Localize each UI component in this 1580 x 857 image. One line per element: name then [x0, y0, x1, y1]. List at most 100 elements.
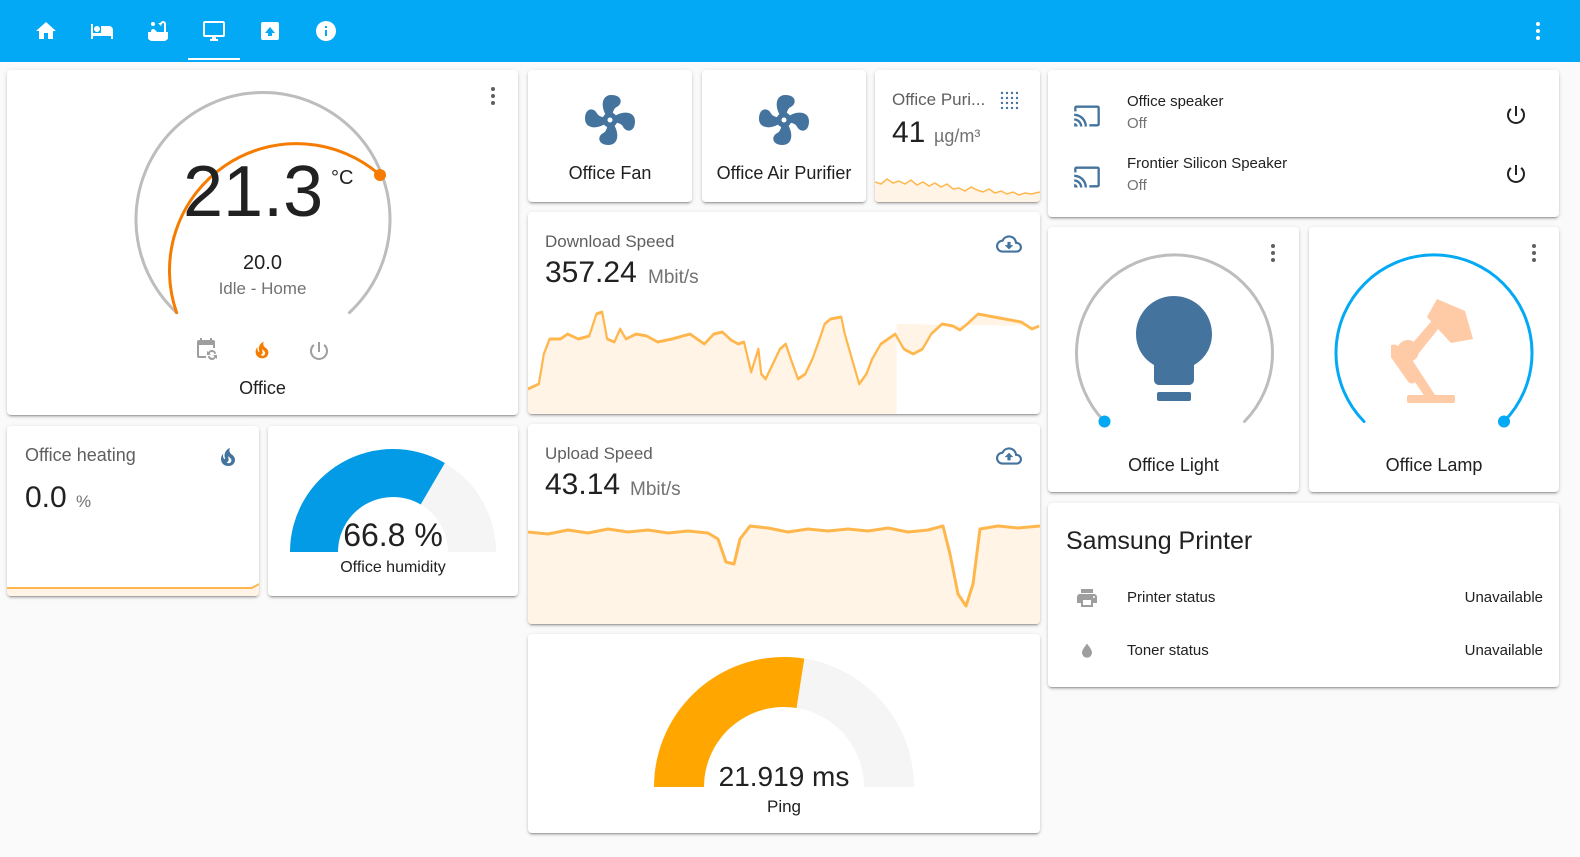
power-icon[interactable] [1504, 103, 1528, 127]
power-icon[interactable] [307, 339, 331, 363]
power-icon[interactable] [1504, 162, 1528, 186]
dots-vertical-icon [1532, 244, 1536, 262]
humidity-value: 66.8 % [343, 517, 443, 553]
download-value: 357.24 [545, 256, 637, 289]
overflow-menu-button[interactable] [1526, 19, 1550, 43]
fan-icon [759, 95, 809, 145]
heating-name: Office heating [25, 445, 136, 465]
dots-vertical-icon [1536, 22, 1540, 40]
cast-icon [1074, 105, 1100, 127]
fire-icon[interactable] [251, 339, 273, 361]
thermostat-menu-button[interactable] [481, 84, 505, 108]
printer-card-title: Samsung Printer [1066, 527, 1253, 555]
lamp-menu-button[interactable] [1522, 241, 1546, 265]
entity-label: Printer status [1127, 589, 1216, 606]
tab-home[interactable] [20, 0, 72, 62]
thermostat-card[interactable]: 21.3 °C 20.0 Idle - Home Office [7, 70, 518, 415]
pm25-history-graph [875, 178, 1040, 202]
entity-value: Unavailable [1464, 589, 1543, 606]
heating-value: 0.0 [25, 481, 67, 514]
info-icon [316, 21, 336, 41]
cast-icon [1074, 166, 1100, 188]
fan-name: Office Fan [568, 163, 652, 183]
purifier-button-card[interactable]: Office Air Purifier [702, 70, 866, 202]
thermostat-status: Idle - Home [218, 279, 307, 298]
dots-vertical-icon [1271, 244, 1275, 262]
dots-grid-icon [1000, 91, 1019, 110]
media-players-card: Office speaker Off Frontier Silicon Spea… [1048, 70, 1559, 217]
bathtub-icon [148, 21, 168, 41]
media-state: Off [1127, 115, 1147, 132]
ping-value: 21.919 ms [718, 761, 850, 792]
heating-sensor-card[interactable]: Office heating 0.0 % [7, 426, 259, 596]
media-state: Off [1127, 177, 1147, 194]
pm25-unit: µg/m³ [934, 126, 981, 146]
thermostat-active-arc [168, 142, 382, 315]
purifier-name: Office Air Purifier [716, 163, 852, 183]
target-temperature: 20.0 [243, 252, 282, 274]
upload-value: 43.14 [545, 468, 621, 501]
thermostat-dial[interactable] [7, 70, 518, 415]
download-history-graph [528, 310, 1040, 414]
heating-unit: % [76, 492, 92, 511]
entity-value: Unavailable [1464, 642, 1543, 659]
lightbulb-icon [1136, 296, 1212, 401]
pm25-name: Office Puri... [892, 90, 986, 109]
thermostat-track [134, 91, 392, 315]
top-app-bar [0, 0, 1580, 62]
temperature-unit: °C [331, 167, 354, 189]
pm25-value: 41 [892, 116, 926, 149]
media-name: Office speaker [1127, 93, 1224, 110]
humidity-gauge [290, 449, 496, 552]
image-icon [261, 22, 279, 40]
light-slider-handle[interactable] [1098, 415, 1111, 428]
humidity-name: Office humidity [340, 559, 446, 576]
upload-history-graph [528, 524, 1040, 624]
entity-label: Toner status [1127, 642, 1209, 659]
tab-bathroom[interactable] [132, 0, 184, 62]
calendar-sync-icon[interactable] [194, 337, 218, 361]
monitor-icon [203, 21, 225, 41]
lamp-card[interactable]: Office Lamp [1309, 227, 1559, 492]
lamp-brightness-dial[interactable] [1309, 227, 1559, 492]
media-name: Frontier Silicon Speaker [1127, 155, 1288, 172]
humidity-gauge-card[interactable]: 66.8 % Office humidity [268, 426, 518, 596]
light-name: Office Light [1128, 455, 1219, 475]
tab-bedroom[interactable] [76, 0, 128, 62]
desk-lamp-icon [1391, 299, 1473, 403]
lamp-name: Office Lamp [1385, 455, 1483, 475]
thermostat-slider-handle[interactable] [374, 169, 386, 181]
current-temperature: 21.3 [183, 152, 324, 232]
upload-unit: Mbit/s [630, 479, 681, 500]
ping-gauge-fill [654, 657, 805, 787]
lamp-slider-handle[interactable] [1498, 415, 1510, 428]
fan-button-card[interactable]: Office Fan [528, 70, 692, 202]
humidity-gauge-fill [290, 449, 445, 552]
ping-gauge [654, 657, 914, 787]
pm25-sensor-card[interactable]: Office Puri... 41 µg/m³ [875, 70, 1040, 202]
printer-icon [1077, 589, 1097, 607]
tab-image[interactable] [244, 0, 296, 62]
fire-icon [220, 448, 235, 466]
light-menu-button[interactable] [1261, 241, 1285, 265]
thermostat-name: Office [239, 378, 286, 398]
heating-history-graph [7, 583, 259, 596]
light-card[interactable]: Office Light [1048, 227, 1299, 492]
ping-name: Ping [766, 797, 802, 816]
cloud-upload-icon [996, 447, 1022, 465]
bed-icon [91, 24, 113, 39]
dots-vertical-icon [491, 87, 495, 105]
water-icon [1082, 643, 1092, 658]
download-speed-card[interactable]: Download Speed 357.24 Mbit/s [528, 212, 1040, 414]
tab-office[interactable] [188, 0, 240, 62]
ping-gauge-card[interactable]: 21.919 ms Ping [528, 634, 1040, 833]
light-brightness-dial[interactable] [1048, 227, 1299, 492]
cloud-download-icon [996, 235, 1022, 253]
upload-speed-card[interactable]: Upload Speed 43.14 Mbit/s [528, 424, 1040, 624]
home-icon [36, 22, 56, 39]
download-unit: Mbit/s [648, 267, 699, 288]
printer-entities-card: Samsung Printer Printer status Unavailab… [1048, 503, 1559, 687]
upload-name: Upload Speed [545, 444, 653, 463]
fan-icon [585, 95, 635, 145]
tab-info[interactable] [300, 0, 352, 62]
